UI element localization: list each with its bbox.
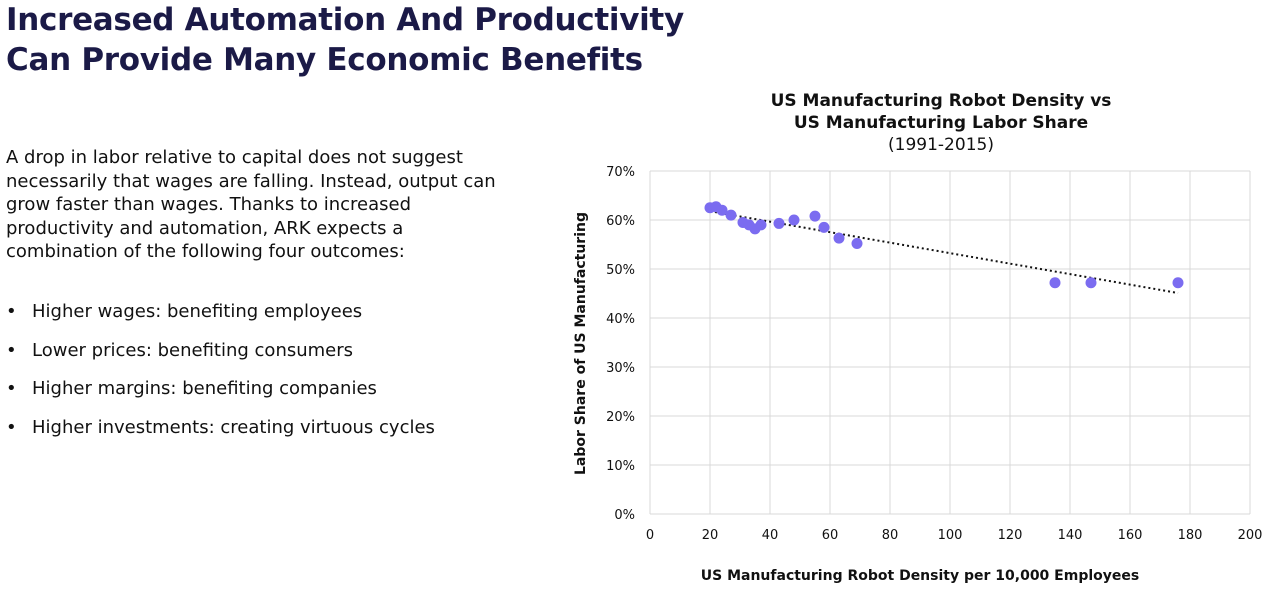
x-tick-label: 80 xyxy=(882,528,899,543)
x-tick-label: 180 xyxy=(1178,528,1203,543)
intro-paragraph: A drop in labor relative to capital does… xyxy=(6,147,496,262)
y-tick-label: 20% xyxy=(606,410,635,425)
data-point xyxy=(809,210,821,222)
data-point xyxy=(1085,277,1097,289)
data-point xyxy=(1049,277,1061,289)
slide-title-line-1: Increased Automation And Productivity xyxy=(6,2,684,38)
data-point xyxy=(773,217,785,229)
chart-title-line-2: US Manufacturing Labor Share xyxy=(793,113,1089,133)
y-tick-label: 50% xyxy=(606,263,635,278)
trendline xyxy=(709,210,1179,294)
x-tick-label: 200 xyxy=(1238,528,1263,543)
data-point xyxy=(851,238,863,250)
list-item: • Higher margins: benefiting companies xyxy=(6,376,435,415)
bullet-text: Lower prices: benefiting consumers xyxy=(32,339,354,361)
bullet-dot: • xyxy=(6,416,17,438)
x-axis-label: US Manufacturing Robot Density per 10,00… xyxy=(701,568,1139,584)
slide-title: Increased Automation And Productivity Ca… xyxy=(6,0,684,80)
data-point xyxy=(833,232,845,244)
bullet-text: Higher investments: creating virtuous cy… xyxy=(32,416,435,438)
data-point xyxy=(716,204,728,216)
slide-title-line-2: Can Provide Many Economic Benefits xyxy=(6,42,643,78)
tick-layer: 0% 10% 20% 30% 40% 50% 60% 70% 0 20 40 60 80 100 120 14… xyxy=(606,165,1262,543)
y-tick-label: 30% xyxy=(606,361,635,376)
y-tick-label: 40% xyxy=(606,312,635,327)
trend-layer xyxy=(709,210,1179,294)
bullet-dot: • xyxy=(6,378,17,399)
data-point xyxy=(1172,277,1184,289)
x-tick-label: 120 xyxy=(998,528,1023,543)
outcome-list: • Higher wages: benefiting employees • Low… xyxy=(6,299,435,453)
x-tick-label: 0 xyxy=(646,528,654,543)
bullet-dot: • xyxy=(6,339,17,361)
chart-title-line-1: US Manufacturing Robot Density vs xyxy=(770,91,1112,111)
y-tick-label: 10% xyxy=(606,459,635,474)
chart-title: US Manufacturing Robot Density vs US Man… xyxy=(641,90,1241,156)
x-tick-label: 100 xyxy=(938,528,963,543)
list-item: • Higher wages: benefiting employees xyxy=(6,299,435,338)
list-item: • Lower prices: benefiting consumers xyxy=(6,338,435,377)
data-point xyxy=(725,209,737,221)
y-tick-label: 0% xyxy=(614,508,635,523)
data-point xyxy=(788,214,800,226)
x-tick-label: 160 xyxy=(1118,528,1143,543)
x-tick-label: 140 xyxy=(1058,528,1083,543)
x-tick-label: 40 xyxy=(762,528,779,543)
y-tick-label: 60% xyxy=(606,214,635,229)
list-item: • Higher investments: creating virtuous c… xyxy=(6,415,435,454)
chart-subtitle: (1991-2015) xyxy=(888,135,994,155)
y-tick-label: 70% xyxy=(606,165,635,180)
bullet-text: Higher wages: benefiting employees xyxy=(32,301,363,322)
y-axis-label: Labor Share of US Manufacturing xyxy=(573,212,589,475)
data-point xyxy=(818,221,830,233)
x-tick-label: 20 xyxy=(702,528,719,543)
bullet-dot: • xyxy=(6,301,17,322)
x-tick-label: 60 xyxy=(822,528,839,543)
bullet-text: Higher margins: benefiting companies xyxy=(32,378,377,399)
data-point xyxy=(755,219,767,231)
point-layer xyxy=(704,201,1184,289)
